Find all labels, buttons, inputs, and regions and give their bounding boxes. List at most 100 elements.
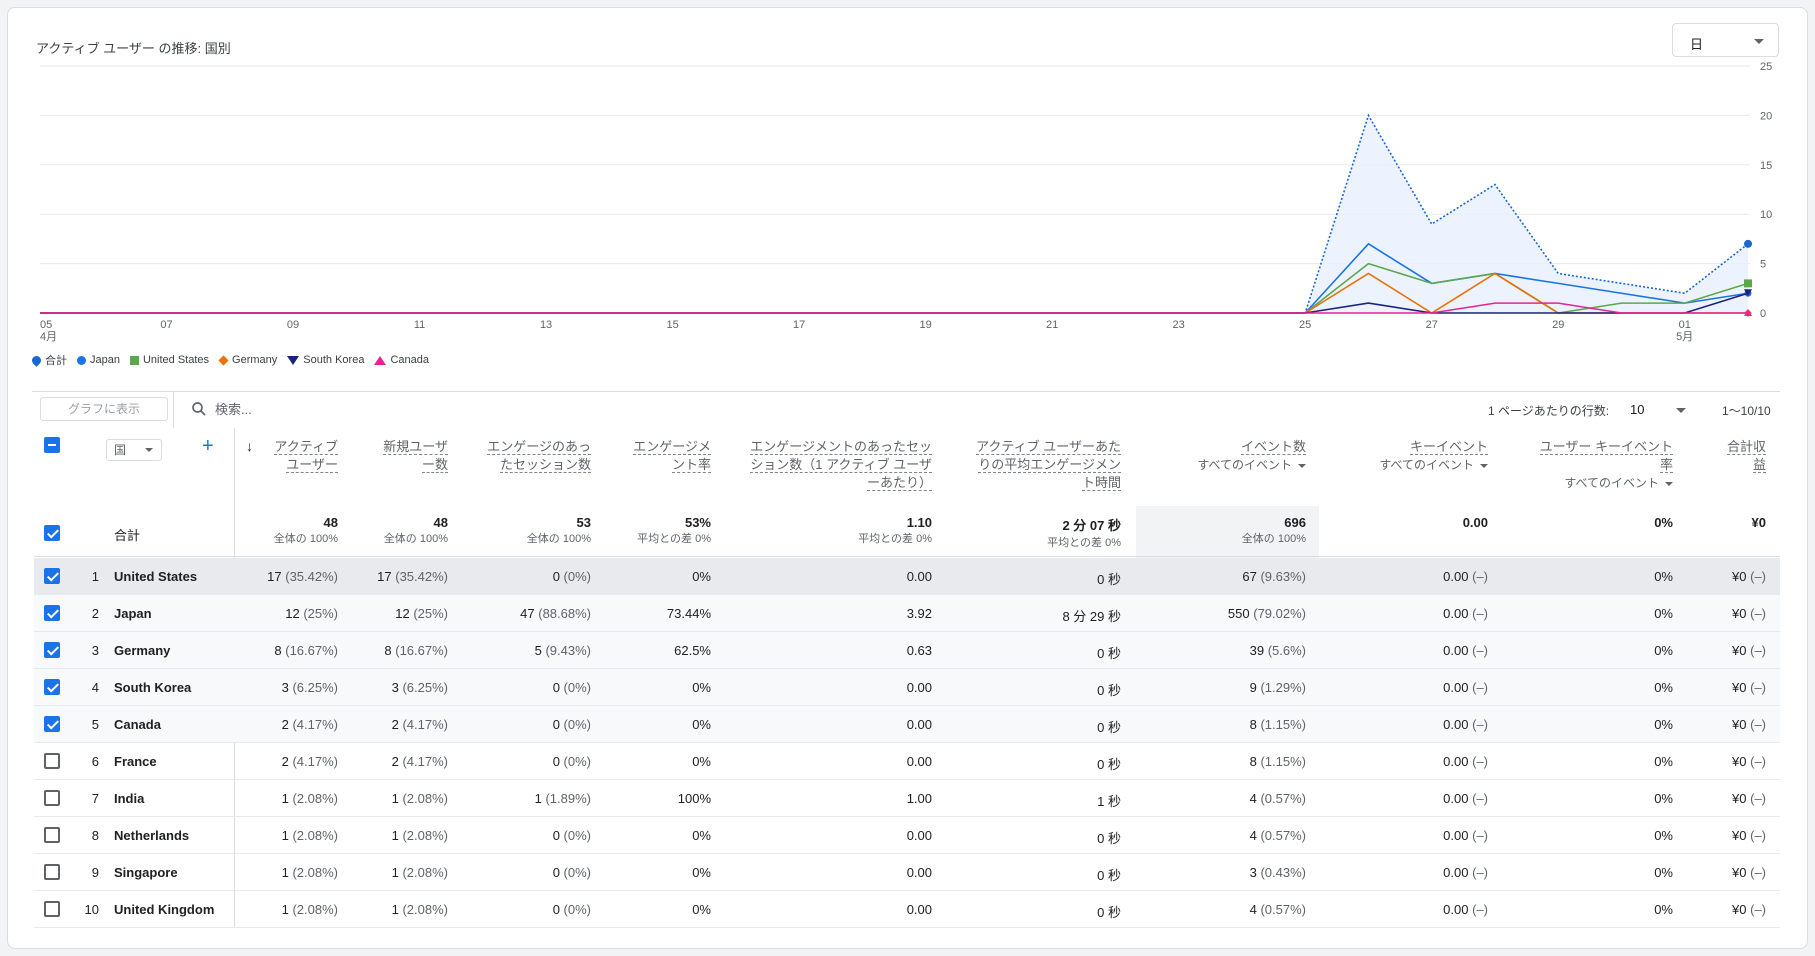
column-header[interactable]: エンゲージメントのあったセッ ション数（1 アクティブ ユーザ ーあたり） [732, 438, 932, 492]
total-value: 696 [1284, 515, 1306, 530]
column-header[interactable]: エンゲージメ ント率 [601, 438, 711, 474]
metric-value: ¥0 [1732, 865, 1747, 880]
metric-share: (79.02%) [1253, 606, 1306, 621]
chevron-down-icon [1480, 463, 1488, 468]
rows-per-page-select[interactable]: 10 [1628, 400, 1688, 420]
legend-item[interactable]: South Korea [287, 354, 364, 366]
metric-share: (16.67%) [285, 643, 338, 658]
table-row[interactable]: 3 Germany 8 (16.67%) 8 (16.67%) 5 (9.43%) 62.… [34, 632, 1780, 669]
plot-on-graph-button[interactable]: グラフに表示 [40, 397, 168, 421]
metric-cell: 0.00 (–) [1443, 865, 1488, 880]
metric-cell: 0.00 (–) [1443, 754, 1488, 769]
legend-item[interactable]: 合計 [30, 352, 67, 368]
metric-value: 8 [274, 643, 282, 658]
column-header[interactable]: エンゲージのあっ たセッション数 [451, 438, 591, 474]
table-row[interactable]: 2 Japan 12 (25%) 12 (25%) 47 (88.68%) 73.44% 3… [34, 595, 1780, 632]
column-header[interactable]: イベント数すべてのイベント [1126, 438, 1306, 474]
column-header[interactable]: 新規ユーザー数 [338, 438, 448, 474]
row-checkbox[interactable] [44, 642, 60, 658]
column-header-label: アクティブ ユーザーあた [976, 439, 1121, 455]
metric-value: 1 [534, 791, 542, 806]
metric-cell: 550 (79.02%) [1228, 606, 1306, 621]
metric-value: 4 [1249, 828, 1257, 843]
column-header-label: イベント数 [1240, 439, 1306, 455]
table-row[interactable]: 10 United Kingdom 1 (2.08%) 1 (2.08%) 0 (0%)… [34, 891, 1780, 928]
dimension-select[interactable]: 国 [106, 439, 162, 461]
row-checkbox[interactable] [44, 901, 60, 917]
sort-descending-icon[interactable]: ↓ [246, 438, 253, 454]
metric-share: (4.17%) [292, 717, 338, 732]
table-row[interactable]: 8 Netherlands 1 (2.08%) 1 (2.08%) 0 (0%) 0% 0.… [34, 817, 1780, 854]
search-input[interactable] [215, 400, 515, 418]
row-checkbox[interactable] [44, 790, 60, 806]
table-row[interactable]: 9 Singapore 1 (2.08%) 1 (2.08%) 0 (0%) 0% 0.00… [34, 854, 1780, 891]
total-value: 48 [433, 515, 448, 530]
x-tick-label: 13 [540, 319, 552, 331]
metric-cell: 0 秒 [1097, 865, 1121, 884]
table-row[interactable]: 1 United States 17 (35.42%) 17 (35.42%) 0 (0… [34, 558, 1780, 595]
legend-item[interactable]: Japan [77, 354, 120, 366]
metric-cell: 1 (1.89%) [535, 791, 591, 806]
country-name: United States [114, 569, 198, 584]
row-checkbox[interactable] [44, 827, 60, 843]
metric-cell: ¥0 (–) [1732, 828, 1766, 843]
metric-value: 0 秒 [1097, 868, 1121, 883]
metric-share: (25%) [413, 606, 448, 621]
row-checkbox[interactable] [44, 568, 60, 584]
column-header[interactable]: アクティブ ユーザーあた りの平均エンゲージメン ト時間 [941, 438, 1121, 492]
metric-cell: 12 (25%) [395, 606, 448, 621]
metric-cell: 1 (2.08%) [392, 828, 448, 843]
table-row[interactable]: 6 France 2 (4.17%) 2 (4.17%) 0 (0%) 0% 0.00 0 秒… [34, 743, 1780, 780]
period-select[interactable]: 日 [1672, 23, 1779, 57]
event-filter-label[interactable]: すべてのイベント [1197, 458, 1292, 472]
column-header[interactable]: 合計収益 [1706, 438, 1766, 474]
metric-value: 0% [1654, 717, 1673, 732]
metric-cell: 8 (16.67%) [274, 643, 338, 658]
metric-value: 0.00 [1443, 902, 1469, 917]
metric-cell: 17 (35.42%) [377, 569, 448, 584]
metric-cell: 2 (4.17%) [282, 754, 338, 769]
metric-value: 0 [552, 717, 560, 732]
table-row[interactable]: 5 Canada 2 (4.17%) 2 (4.17%) 0 (0%) 0% 0.00 0 秒… [34, 706, 1780, 743]
metric-value: 0 秒 [1097, 683, 1121, 698]
country-name: Germany [114, 643, 171, 658]
legend-item[interactable]: Canada [374, 354, 429, 366]
legend-label: United States [142, 354, 210, 366]
legend-item[interactable]: Germany [218, 354, 277, 366]
column-header-label: アクティブ [274, 439, 338, 455]
metric-value: 0% [1654, 902, 1673, 917]
metric-value: 3 [281, 680, 289, 695]
metric-share: (1.89%) [545, 791, 591, 806]
row-checkbox[interactable] [44, 525, 60, 541]
column-header[interactable]: ユーザー キーイベント率すべてのイベント [1493, 438, 1673, 492]
table-row[interactable]: 4 South Korea 3 (6.25%) 3 (6.25%) 0 (0%) 0% 0.… [34, 669, 1780, 706]
event-filter-label[interactable]: すべてのイベント [1379, 458, 1474, 472]
column-header-label: 新規ユーザ [383, 439, 448, 455]
column-header-label: たセッション数 [499, 457, 591, 473]
metric-value: 0.00 [1443, 717, 1469, 732]
column-header[interactable]: キーイベント すべてのイベント [1328, 438, 1488, 474]
legend-item[interactable]: United States [129, 354, 210, 366]
add-dimension-button[interactable]: + [202, 435, 214, 457]
metric-share: (–) [1750, 865, 1766, 880]
metric-cell: 0% [692, 865, 711, 880]
metric-cell: 0 秒 [1097, 643, 1121, 662]
event-filter-label[interactable]: すべてのイベント [1564, 476, 1659, 490]
total-value: 53% [684, 515, 711, 530]
table-row[interactable]: 7 India 1 (2.08%) 1 (2.08%) 1 (1.89%) 100% 1.0… [34, 780, 1780, 817]
metric-value: 3.92 [906, 606, 932, 621]
column-header[interactable]: アクティブ ユーザー [228, 438, 338, 474]
row-checkbox[interactable] [44, 679, 60, 695]
row-checkbox[interactable] [44, 753, 60, 769]
row-checkbox[interactable] [44, 864, 60, 880]
metric-value: 0 [552, 754, 560, 769]
select-all-checkbox[interactable] [44, 437, 60, 453]
metric-cell: 0.00 (–) [1443, 643, 1488, 658]
row-checkbox[interactable] [44, 716, 60, 732]
column-header-label: ー数 [421, 457, 448, 473]
metric-value: 0.00 [1443, 828, 1469, 843]
metric-value: 0% [692, 569, 711, 584]
metric-value: 1 [391, 865, 399, 880]
metric-value: ¥0 [1732, 791, 1747, 806]
row-checkbox[interactable] [44, 605, 60, 621]
